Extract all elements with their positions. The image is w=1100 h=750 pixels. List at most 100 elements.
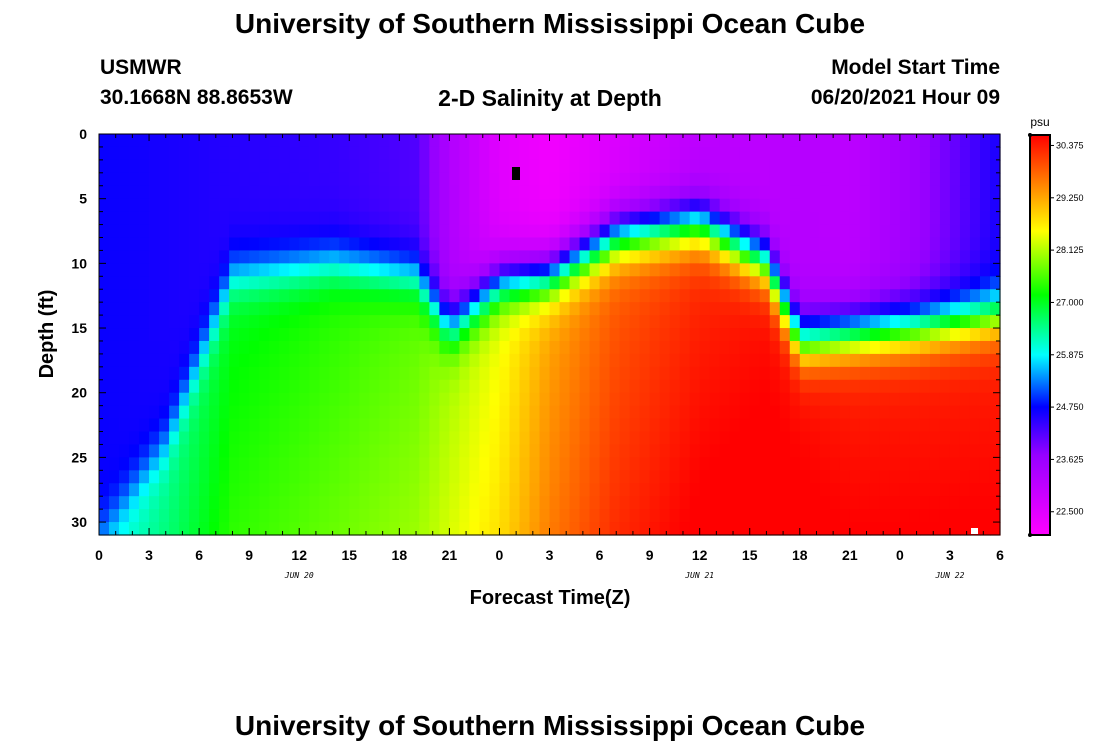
x-tick-label: 21: [442, 547, 458, 563]
heatmap-cell: [259, 418, 270, 433]
heatmap-cell: [569, 185, 581, 200]
heatmap-cell: [159, 146, 170, 161]
heatmap-cell: [269, 328, 280, 342]
heatmap-cell: [459, 315, 471, 329]
heatmap-cell: [399, 185, 410, 200]
heatmap-cell: [619, 353, 631, 368]
heatmap-cell: [239, 483, 250, 497]
heatmap-cell: [159, 224, 170, 239]
heatmap-cell: [609, 198, 621, 213]
heatmap-cell: [349, 405, 360, 420]
heatmap-cell: [339, 302, 350, 316]
heatmap-cell: [499, 379, 511, 394]
heatmap-cell: [129, 470, 140, 484]
heatmap-cell: [769, 366, 781, 381]
heatmap-cell: [829, 392, 841, 407]
heatmap-cell: [109, 134, 120, 148]
heatmap-cell: [149, 302, 160, 316]
heatmap-cell: [109, 431, 120, 446]
heatmap-cell: [839, 405, 851, 420]
heatmap-cell: [499, 198, 511, 213]
heatmap-cell: [169, 366, 180, 381]
heatmap-cell: [169, 302, 180, 316]
heatmap-cell: [169, 431, 180, 446]
heatmap-cell: [409, 211, 420, 226]
heatmap-cell: [279, 198, 290, 213]
heatmap-cell: [329, 392, 340, 407]
heatmap-cell: [569, 315, 581, 329]
heatmap-cell: [769, 353, 781, 368]
heatmap-cell: [799, 224, 811, 239]
heatmap-cell: [569, 457, 581, 471]
heatmap-cell: [889, 328, 901, 342]
heatmap-cell: [939, 328, 951, 342]
heatmap-cell: [109, 289, 120, 303]
heatmap-cell: [729, 315, 741, 329]
heatmap-cell: [609, 237, 621, 252]
heatmap-cell: [489, 418, 501, 433]
heatmap-cell: [389, 509, 400, 523]
heatmap-cell: [199, 302, 210, 316]
heatmap-cell: [709, 418, 721, 433]
heatmap-cell: [379, 418, 390, 433]
heatmap-cell: [559, 302, 571, 316]
heatmap-cell: [289, 470, 300, 484]
heatmap-cell: [919, 392, 931, 407]
heatmap-cell: [909, 134, 921, 148]
heatmap-cell: [359, 496, 370, 510]
heatmap-cell: [99, 198, 110, 213]
heatmap-cell: [789, 250, 801, 264]
heatmap-cell: [869, 392, 881, 407]
heatmap-cell: [219, 392, 230, 407]
heatmap-cell: [219, 159, 230, 174]
heatmap-cell: [179, 185, 190, 200]
heatmap-cell: [829, 263, 841, 277]
heatmap-cell: [249, 496, 260, 510]
heatmap-cell: [309, 172, 320, 187]
heatmap-cell: [499, 172, 511, 187]
heatmap-cell: [269, 276, 280, 290]
heatmap-cell: [419, 211, 430, 226]
heatmap-cell: [679, 418, 691, 433]
heatmap-cell: [439, 276, 450, 290]
heatmap-cell: [439, 483, 450, 497]
heatmap-cell: [509, 379, 521, 394]
heatmap-cell: [709, 328, 721, 342]
heatmap-cell: [139, 276, 150, 290]
heatmap-cell: [249, 444, 260, 458]
heatmap-cell: [189, 211, 200, 226]
heatmap-cell: [549, 159, 561, 174]
heatmap-cell: [829, 185, 841, 200]
heatmap-cell: [959, 146, 971, 161]
heatmap-cell: [889, 509, 901, 523]
heatmap-cell: [619, 470, 631, 484]
heatmap-cell: [669, 185, 681, 200]
heatmap-cell: [439, 522, 450, 536]
heatmap-cell: [149, 328, 160, 342]
heatmap-cell: [469, 496, 481, 510]
heatmap-cell: [289, 237, 300, 252]
heatmap-cell: [509, 315, 521, 329]
heatmap-cell: [779, 405, 791, 420]
heatmap-cell: [469, 431, 481, 446]
heatmap-cell: [399, 405, 410, 420]
heatmap-cell: [439, 418, 450, 433]
heatmap-cell: [759, 289, 771, 303]
heatmap-cell: [869, 366, 881, 381]
heatmap-cell: [959, 483, 971, 497]
heatmap-cell: [589, 444, 601, 458]
heatmap-cell: [789, 198, 801, 213]
heatmap-cell: [659, 418, 671, 433]
heatmap-cell: [269, 522, 280, 536]
heatmap-cell: [929, 250, 941, 264]
heatmap-cell: [559, 315, 571, 329]
heatmap-cell: [159, 496, 170, 510]
heatmap-cell: [649, 496, 661, 510]
heatmap-cell: [699, 353, 711, 368]
heatmap-cell: [959, 522, 971, 536]
heatmap-cell: [259, 392, 270, 407]
heatmap-cell: [449, 444, 460, 458]
heatmap-cell: [819, 276, 831, 290]
heatmap-cell: [479, 185, 491, 200]
heatmap-cell: [139, 431, 150, 446]
